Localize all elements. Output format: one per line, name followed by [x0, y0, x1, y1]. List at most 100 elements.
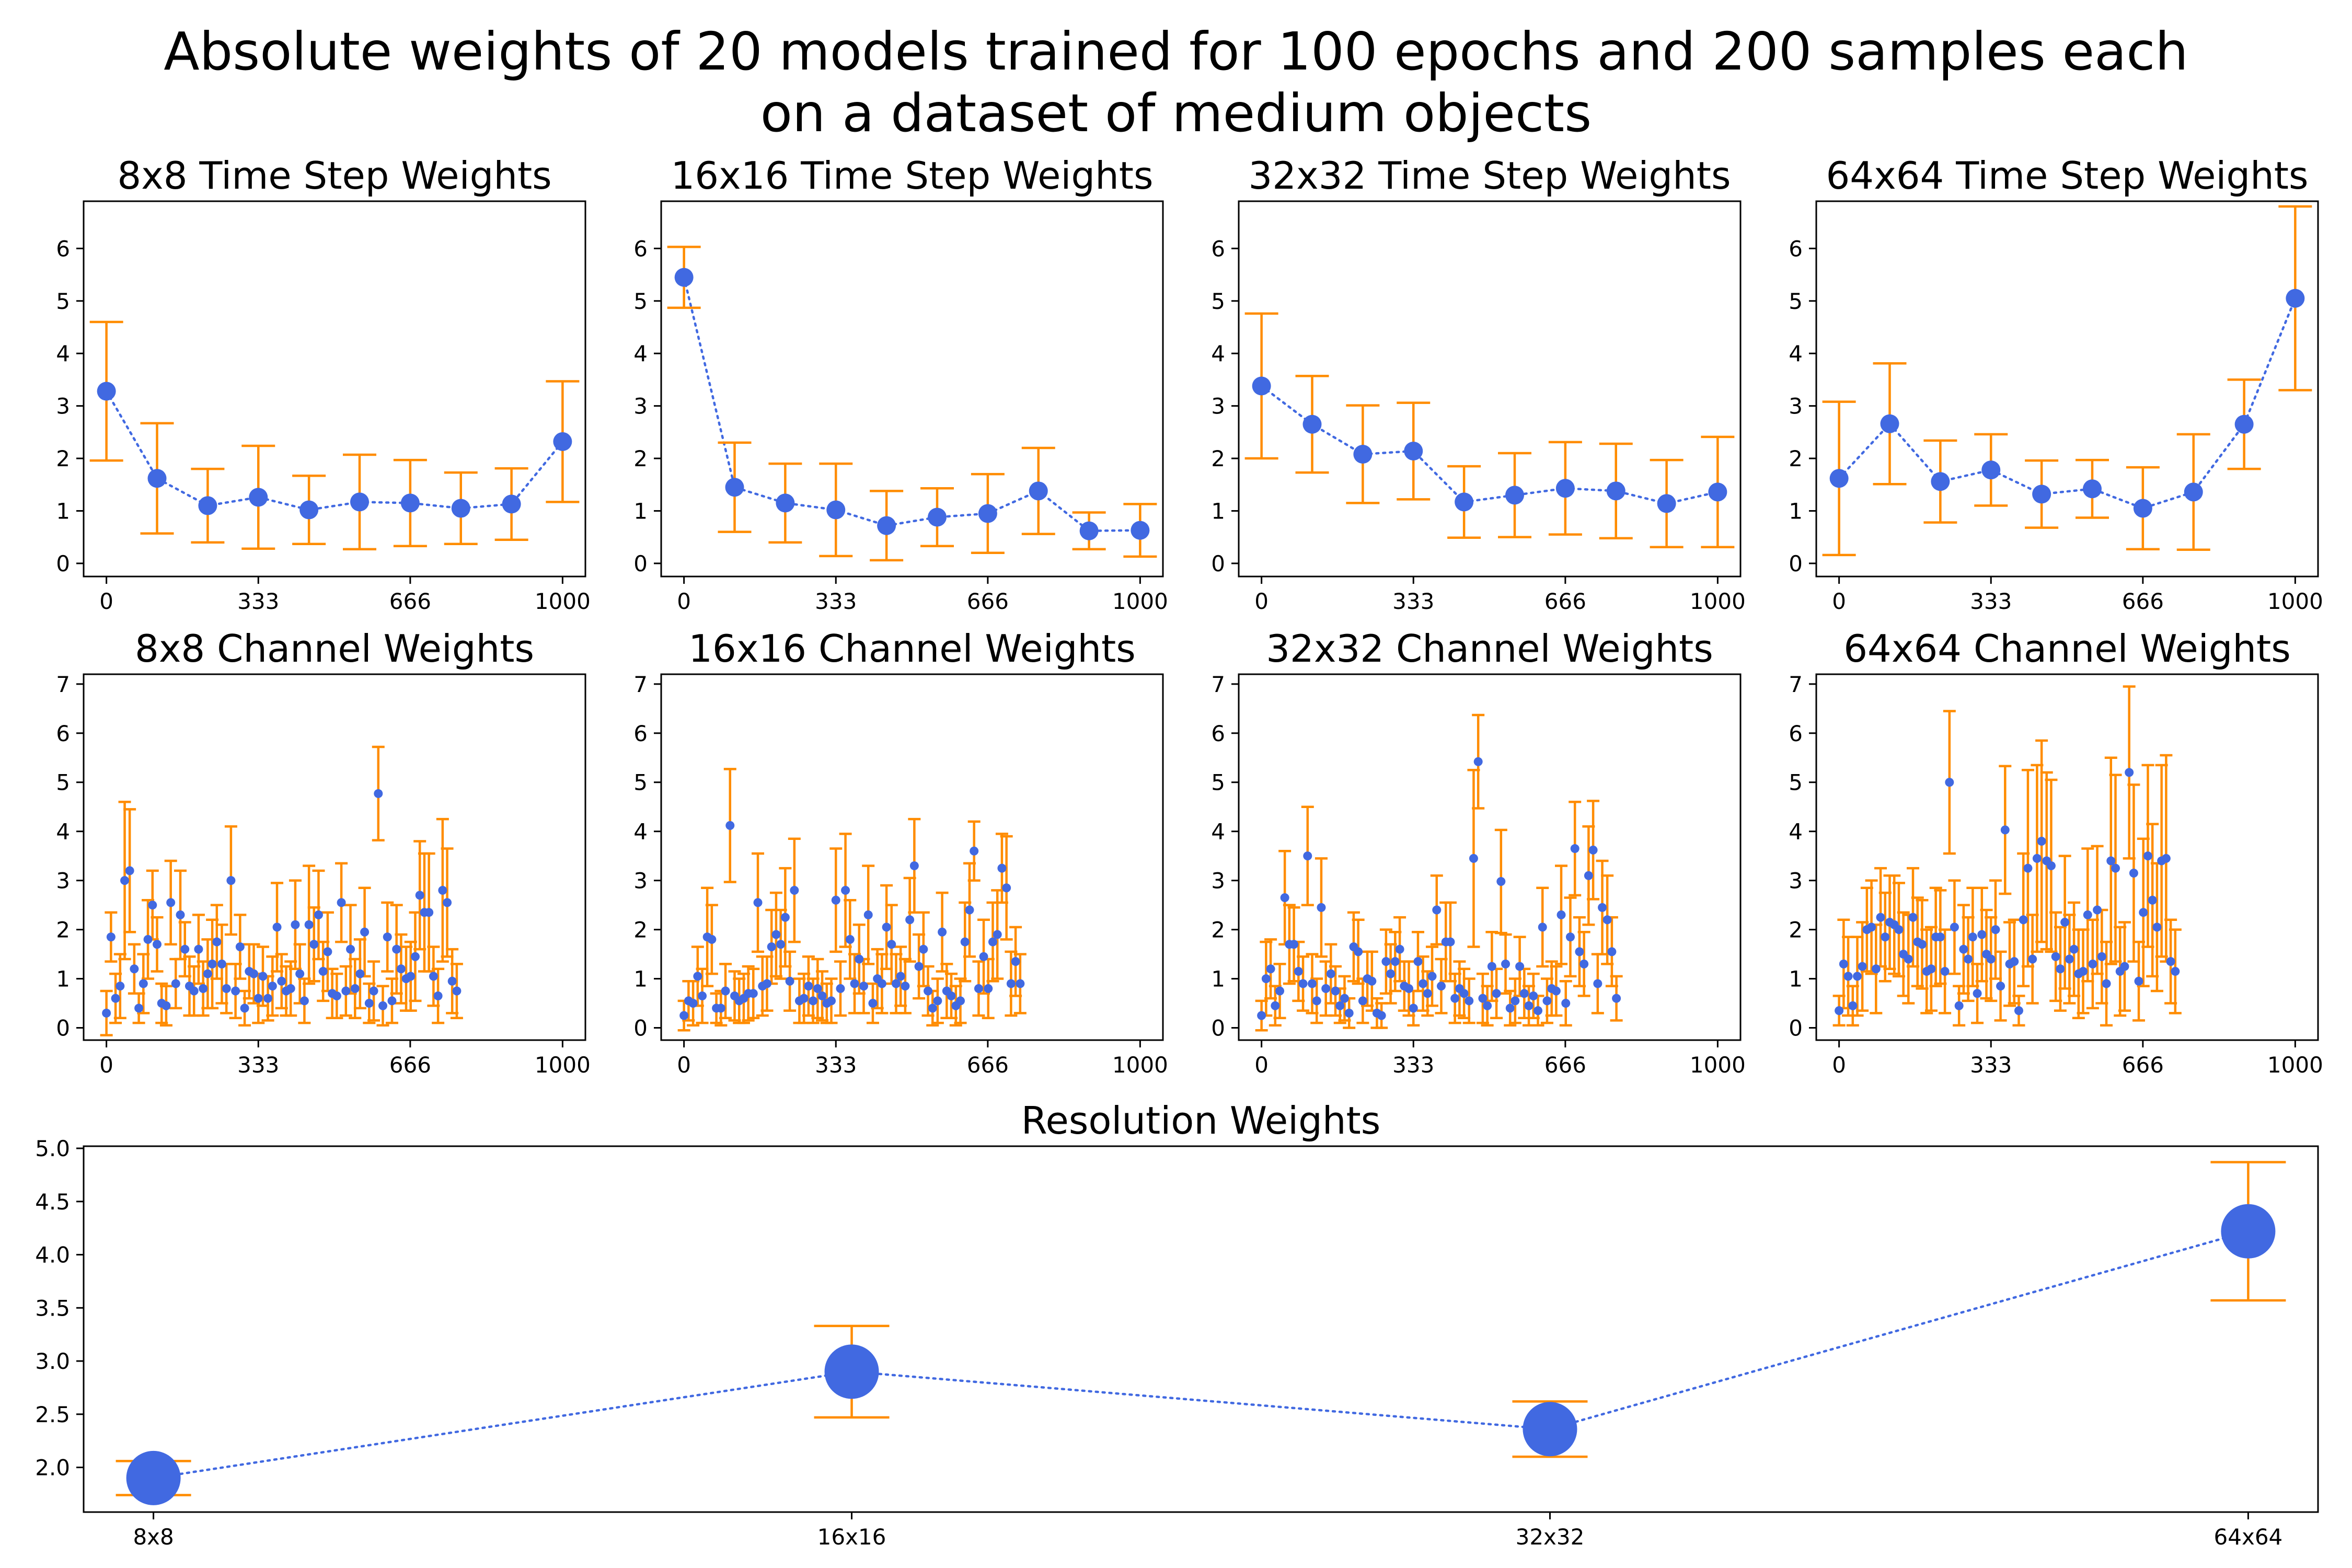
data-point — [1959, 944, 1968, 954]
x-tick-label: 666 — [389, 589, 431, 614]
y-tick-label: 3 — [56, 868, 70, 894]
data-point — [748, 989, 758, 998]
data-point — [116, 982, 125, 991]
data-point — [272, 923, 282, 932]
data-point — [1858, 962, 1867, 971]
data-point — [410, 952, 420, 961]
chart-title: 32x32 Channel Weights — [1266, 627, 1713, 671]
data-point — [938, 927, 947, 937]
y-tick-label: 3 — [633, 868, 648, 894]
data-point — [928, 508, 947, 527]
figure-title: Absolute weights of 20 models trained fo… — [0, 21, 2352, 144]
data-point — [909, 861, 919, 870]
data-point — [725, 821, 735, 830]
data-point — [1657, 494, 1676, 513]
data-point — [1016, 979, 1025, 988]
data-point — [707, 935, 717, 944]
data-point — [1303, 851, 1312, 861]
y-tick-label: 4 — [1211, 341, 1225, 366]
data-point — [1465, 996, 1474, 1006]
data-point — [1344, 1008, 1354, 1018]
x-tick-label: 666 — [1544, 589, 1586, 614]
data-point — [836, 984, 845, 993]
x-tick-label: 666 — [967, 1052, 1009, 1078]
data-point — [392, 944, 401, 954]
data-point — [1529, 991, 1538, 1000]
series-line — [105, 390, 564, 511]
data-point — [1266, 964, 1275, 974]
data-point — [253, 994, 263, 1003]
data-point — [2143, 851, 2152, 861]
data-point — [2139, 908, 2148, 917]
data-point — [1131, 521, 1150, 540]
data-point — [1492, 989, 1501, 998]
y-tick-label: 1 — [1211, 966, 1225, 992]
data-point — [1455, 492, 1474, 512]
data-point — [2106, 856, 2116, 866]
data-point — [984, 984, 993, 993]
data-point — [1413, 957, 1423, 966]
data-point — [1312, 996, 1321, 1006]
data-point — [1588, 845, 1598, 855]
data-point — [2051, 952, 2060, 961]
data-point — [1880, 414, 1899, 433]
series-line — [683, 276, 1142, 532]
chart-title: Resolution Weights — [1021, 1099, 1380, 1143]
data-point — [1579, 959, 1589, 969]
y-tick-label: 4 — [56, 341, 70, 366]
data-point — [1079, 521, 1099, 540]
y-tick-label: 5 — [56, 770, 70, 795]
data-point — [1358, 996, 1367, 1006]
x-tick-label: 1000 — [2267, 589, 2323, 614]
data-point — [1353, 445, 1373, 464]
data-point — [1029, 481, 1048, 501]
data-point — [1607, 947, 1617, 956]
data-point — [424, 908, 434, 917]
data-point — [1843, 972, 1853, 981]
data-point — [1954, 1001, 1964, 1010]
data-point — [753, 898, 763, 907]
y-tick-label: 1 — [1789, 966, 1803, 992]
y-tick-label: 2.5 — [35, 1402, 70, 1427]
data-point — [2133, 499, 2152, 518]
x-tick-label: 666 — [2122, 1052, 2164, 1078]
data-point — [868, 999, 878, 1008]
data-point — [231, 986, 240, 996]
data-point — [337, 898, 346, 907]
y-tick-label: 6 — [1789, 236, 1803, 261]
data-point — [804, 982, 813, 991]
data-point — [924, 986, 933, 996]
axes-frame — [660, 673, 1164, 1041]
data-point — [369, 986, 378, 996]
data-point — [2129, 869, 2138, 878]
data-point — [776, 940, 786, 949]
data-point — [1473, 757, 1483, 766]
data-point — [1829, 469, 1849, 488]
data-point — [698, 991, 707, 1000]
data-point — [679, 1011, 689, 1020]
data-point — [180, 944, 190, 954]
chart-title: 16x16 Channel Weights — [688, 627, 1136, 671]
data-point — [1331, 986, 1340, 996]
chart-res: Resolution Weights 2.0 2.5 3.0 3.5 4.0 4.5 5.0 8… — [35, 1099, 2319, 1550]
data-point — [111, 994, 120, 1003]
data-point — [198, 496, 217, 515]
data-point — [364, 999, 374, 1008]
series-line — [1260, 385, 1719, 505]
x-tick-label: 16x16 — [817, 1524, 886, 1550]
data-point — [1298, 979, 1308, 988]
data-point — [1436, 982, 1446, 991]
data-point — [277, 976, 286, 986]
y-tick-label: 2 — [56, 917, 70, 943]
data-point — [318, 966, 328, 976]
data-point — [314, 910, 323, 919]
y-tick-label: 6 — [1211, 721, 1225, 746]
data-point — [693, 972, 702, 981]
data-point — [1515, 962, 1525, 971]
x-tick-label: 333 — [1392, 589, 1434, 614]
data-point — [1871, 964, 1881, 974]
x-tick-label: 0 — [677, 1052, 691, 1078]
data-point — [217, 959, 226, 969]
data-point — [780, 913, 790, 922]
data-point — [406, 972, 416, 981]
